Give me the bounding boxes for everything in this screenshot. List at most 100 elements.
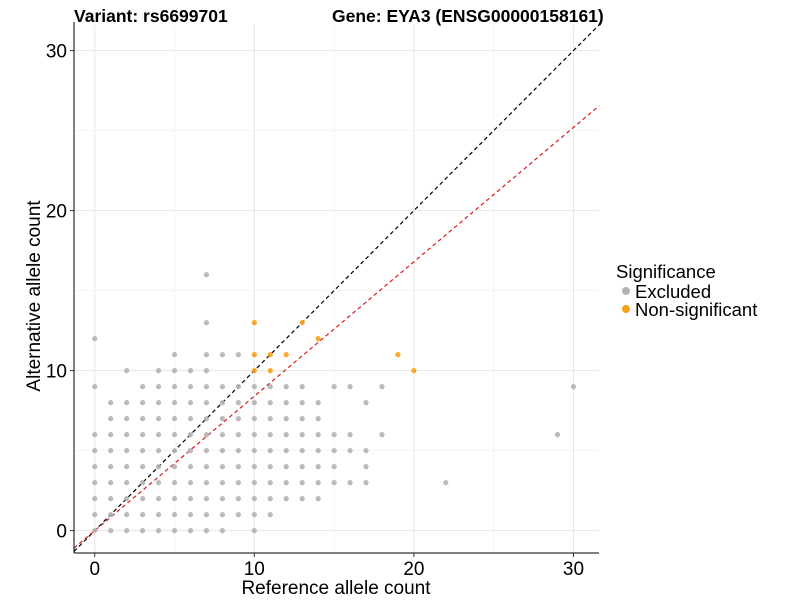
point-excluded [363,448,369,454]
point-excluded [171,528,178,534]
point-non-significant [251,352,257,358]
point-excluded [171,480,178,486]
point-excluded [299,464,305,470]
point-excluded [203,368,210,374]
point-excluded [140,432,146,438]
point-excluded [108,496,114,502]
y-tick-label: 20 [46,202,67,223]
point-excluded [315,432,321,438]
point-excluded [363,464,369,470]
point-excluded [155,416,162,422]
point-excluded [219,448,226,454]
point-excluded [108,448,114,454]
point-excluded [124,464,130,470]
point-non-significant [411,368,417,374]
point-excluded [219,384,226,390]
point-excluded [267,496,273,502]
point-excluded [140,384,146,390]
point-excluded [331,448,337,454]
point-non-significant [283,352,289,358]
point-non-significant [267,352,273,358]
point-excluded [171,416,178,422]
point-excluded [235,448,241,454]
point-excluded [267,464,273,470]
point-excluded [203,511,210,518]
identity-line [73,24,600,552]
point-excluded [155,400,162,406]
point-excluded [235,416,241,422]
point-excluded [203,272,210,278]
point-excluded [251,528,257,534]
point-excluded [347,448,353,454]
point-excluded [92,448,98,454]
point-excluded [140,448,146,454]
point-excluded [283,416,289,422]
point-excluded [331,464,337,470]
point-excluded [140,464,146,470]
point-excluded [299,496,305,502]
legend-label-non-significant: Non-significant [635,299,757,320]
point-non-significant [395,352,401,358]
point-excluded [315,480,321,486]
point-excluded [283,496,289,502]
point-excluded [267,384,273,390]
point-excluded [283,400,289,406]
point-excluded [187,368,194,374]
point-excluded [124,416,130,422]
point-excluded [124,448,130,454]
point-excluded [251,384,257,390]
point-excluded [140,400,146,406]
point-excluded [108,464,114,470]
point-excluded [283,432,289,438]
point-excluded [203,528,210,534]
point-excluded [347,432,353,438]
point-excluded [283,464,289,470]
point-excluded [331,432,337,438]
y-tick-label: 0 [56,522,67,543]
x-tick-label: 20 [403,559,424,580]
point-excluded [251,496,257,502]
point-excluded [203,320,210,326]
point-excluded [219,352,226,358]
point-excluded [379,384,385,390]
point-excluded [203,464,210,470]
point-excluded [235,400,241,406]
point-excluded [315,416,321,422]
data-points [92,272,577,534]
point-excluded [235,432,241,438]
point-excluded [187,480,194,486]
point-excluded [219,400,226,406]
point-excluded [219,528,226,534]
point-excluded [251,432,257,438]
legend-title: Significance [616,261,716,282]
point-excluded [92,480,98,486]
point-excluded [124,528,130,534]
point-excluded [171,496,178,502]
point-excluded [92,496,98,502]
point-non-significant [267,368,273,374]
point-excluded [124,368,130,374]
point-non-significant [251,368,257,374]
point-excluded [283,384,289,390]
point-excluded [171,432,178,438]
chart-title-variant: Variant: rs6699701 [74,6,228,26]
legend-swatch-non-significant [622,305,630,313]
point-excluded [219,496,226,502]
point-excluded [140,511,146,518]
point-excluded [235,384,241,390]
point-excluded [203,400,210,406]
ratio-line [73,105,600,549]
point-excluded [570,384,577,390]
point-excluded [203,496,210,502]
point-excluded [124,400,130,406]
x-tick-label: 30 [563,559,584,580]
point-excluded [235,464,241,470]
point-excluded [347,480,353,486]
point-excluded [267,432,273,438]
point-excluded [155,496,162,502]
axes [73,22,599,554]
point-excluded [299,480,305,486]
reference-lines [73,24,600,552]
point-excluded [299,416,305,422]
x-tick-label: 0 [89,559,100,580]
